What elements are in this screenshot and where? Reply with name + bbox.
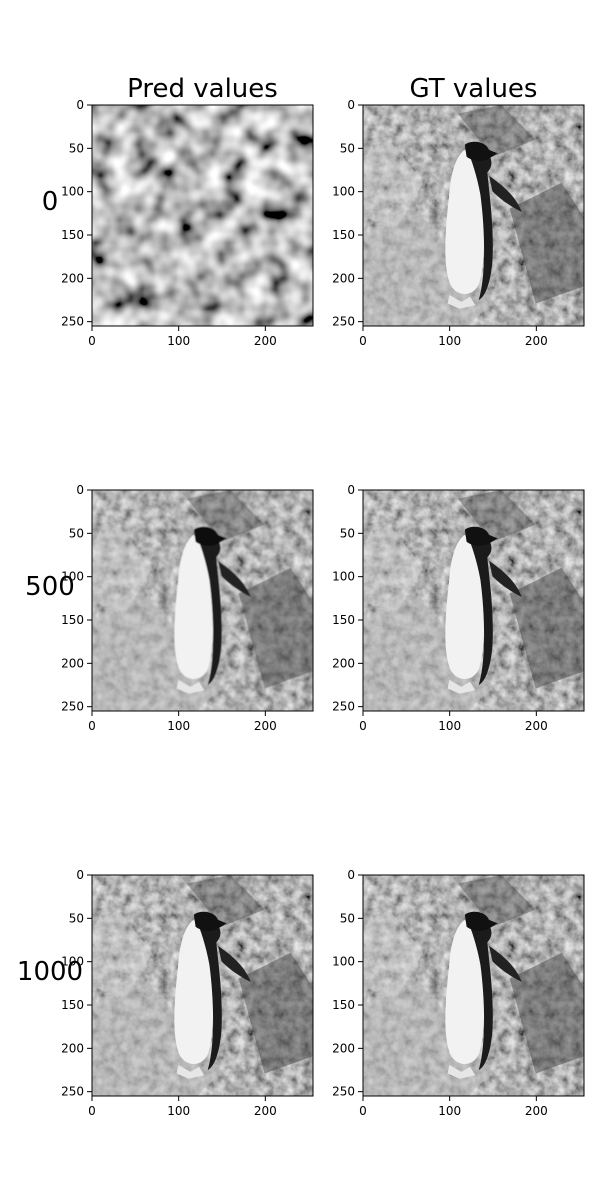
- y-tick-label: 100: [332, 185, 355, 199]
- x-tick-label: 0: [88, 1104, 96, 1118]
- x-tick-label: 100: [438, 1104, 461, 1118]
- y-tick-label: 200: [332, 656, 355, 670]
- row-label: 0: [42, 187, 59, 217]
- column-title: GT values: [410, 74, 538, 104]
- axes-frame: [362, 104, 585, 327]
- image-panel: 0 100 200 0 50 100 150 200 250: [332, 98, 585, 348]
- y-tick-label: 200: [332, 271, 355, 285]
- x-tick-label: 100: [438, 719, 461, 733]
- y-tick-label: 150: [332, 998, 355, 1012]
- y-tick-label: 0: [76, 98, 84, 112]
- y-tick-label: 250: [332, 700, 355, 714]
- y-tick-label: 200: [332, 1041, 355, 1055]
- y-tick-label: 50: [340, 911, 355, 925]
- row-label: 1000: [17, 957, 83, 987]
- row-label: 500: [25, 572, 75, 602]
- image: [363, 490, 584, 711]
- image-panel: 0 100 200 0 50 100 150 200 250: [332, 868, 585, 1118]
- image-panel: 0 100 200 0 50 100 150 200 250: [61, 868, 314, 1118]
- image-panel: 0 100 200 0 50 100 150 200 250: [61, 483, 314, 733]
- y-tick-label: 0: [347, 483, 355, 497]
- axes-frame: [362, 874, 585, 1097]
- x-tick-label: 200: [254, 719, 277, 733]
- image: [92, 105, 313, 326]
- y-tick-label: 250: [61, 700, 84, 714]
- x-tick-label: 200: [254, 334, 277, 348]
- y-tick-label: 50: [69, 911, 84, 925]
- image: [363, 875, 584, 1096]
- x-tick-label: 100: [167, 334, 190, 348]
- image-panel: 0 100 200 0 50 100 150 200 250: [61, 98, 314, 348]
- column-title: Pred values: [127, 74, 278, 104]
- y-tick-label: 100: [61, 955, 84, 969]
- y-tick-label: 250: [61, 315, 84, 329]
- y-tick-label: 50: [340, 526, 355, 540]
- y-tick-label: 100: [332, 570, 355, 584]
- y-tick-label: 150: [332, 613, 355, 627]
- image: [363, 105, 584, 326]
- y-tick-label: 0: [76, 483, 84, 497]
- x-tick-label: 200: [525, 1104, 548, 1118]
- y-tick-label: 0: [347, 868, 355, 882]
- y-tick-label: 150: [61, 228, 84, 242]
- axes-frame: [91, 874, 314, 1097]
- x-tick-label: 100: [167, 719, 190, 733]
- x-tick-label: 200: [525, 719, 548, 733]
- y-tick-label: 0: [347, 98, 355, 112]
- x-tick-label: 0: [359, 719, 367, 733]
- y-tick-label: 50: [69, 141, 84, 155]
- axes-frame: [91, 104, 314, 327]
- y-tick-label: 100: [61, 570, 84, 584]
- y-tick-label: 200: [61, 656, 84, 670]
- y-tick-label: 50: [340, 141, 355, 155]
- image-panel: 0 100 200 0 50 100 150 200 250: [332, 483, 585, 733]
- x-tick-label: 0: [88, 719, 96, 733]
- y-tick-label: 200: [61, 1041, 84, 1055]
- x-tick-label: 0: [359, 334, 367, 348]
- x-tick-label: 200: [525, 334, 548, 348]
- x-tick-label: 100: [438, 334, 461, 348]
- y-tick-label: 250: [61, 1085, 84, 1099]
- axes-frame: [362, 489, 585, 712]
- x-tick-label: 0: [359, 1104, 367, 1118]
- y-tick-label: 150: [332, 228, 355, 242]
- image: [92, 490, 313, 711]
- y-tick-label: 150: [61, 998, 84, 1012]
- y-tick-label: 100: [332, 955, 355, 969]
- y-tick-label: 250: [332, 315, 355, 329]
- image: [92, 875, 313, 1096]
- y-tick-label: 250: [332, 1085, 355, 1099]
- axes-frame: [91, 489, 314, 712]
- x-tick-label: 0: [88, 334, 96, 348]
- y-tick-label: 50: [69, 526, 84, 540]
- y-tick-label: 0: [76, 868, 84, 882]
- y-tick-label: 100: [61, 185, 84, 199]
- x-tick-label: 200: [254, 1104, 277, 1118]
- y-tick-label: 150: [61, 613, 84, 627]
- x-tick-label: 100: [167, 1104, 190, 1118]
- y-tick-label: 200: [61, 271, 84, 285]
